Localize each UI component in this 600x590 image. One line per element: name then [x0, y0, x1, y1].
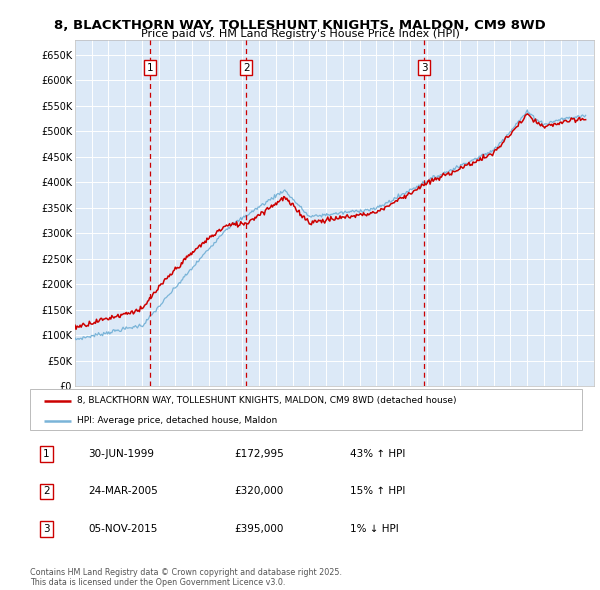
- Text: 1: 1: [43, 449, 50, 459]
- Text: 1% ↓ HPI: 1% ↓ HPI: [350, 524, 399, 534]
- Text: £320,000: £320,000: [234, 487, 283, 496]
- Text: Contains HM Land Registry data © Crown copyright and database right 2025.
This d: Contains HM Land Registry data © Crown c…: [30, 568, 342, 587]
- Text: £172,995: £172,995: [234, 449, 284, 459]
- Text: 2: 2: [43, 487, 50, 496]
- Text: 24-MAR-2005: 24-MAR-2005: [88, 487, 158, 496]
- Text: £395,000: £395,000: [234, 524, 284, 534]
- Text: 3: 3: [43, 524, 50, 534]
- Text: 2: 2: [243, 63, 250, 73]
- Text: HPI: Average price, detached house, Maldon: HPI: Average price, detached house, Mald…: [77, 416, 277, 425]
- Text: Price paid vs. HM Land Registry's House Price Index (HPI): Price paid vs. HM Land Registry's House …: [140, 29, 460, 39]
- Text: 3: 3: [421, 63, 427, 73]
- Text: 8, BLACKTHORN WAY, TOLLESHUNT KNIGHTS, MALDON, CM9 8WD: 8, BLACKTHORN WAY, TOLLESHUNT KNIGHTS, M…: [54, 19, 546, 32]
- FancyBboxPatch shape: [30, 389, 582, 430]
- Text: 15% ↑ HPI: 15% ↑ HPI: [350, 487, 406, 496]
- Text: 1: 1: [147, 63, 154, 73]
- Text: 30-JUN-1999: 30-JUN-1999: [88, 449, 154, 459]
- Text: 8, BLACKTHORN WAY, TOLLESHUNT KNIGHTS, MALDON, CM9 8WD (detached house): 8, BLACKTHORN WAY, TOLLESHUNT KNIGHTS, M…: [77, 396, 457, 405]
- Text: 05-NOV-2015: 05-NOV-2015: [88, 524, 157, 534]
- Text: 43% ↑ HPI: 43% ↑ HPI: [350, 449, 406, 459]
